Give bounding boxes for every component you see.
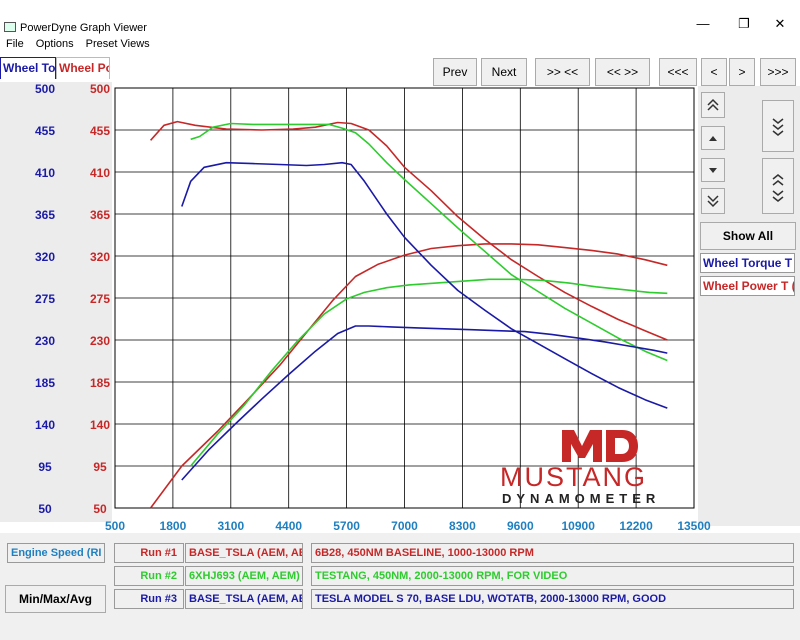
power-tick-label: 320: [90, 250, 110, 264]
power-tick-label: 50: [93, 502, 107, 516]
logo-dynamometer: DYNAMOMETER: [502, 491, 661, 506]
series-line-5: [181, 161, 668, 409]
run-label: Run #2: [114, 566, 184, 586]
up-icon[interactable]: [701, 126, 725, 150]
axis-panel-left: [0, 82, 112, 522]
jump-left-button[interactable]: << >>: [595, 58, 650, 86]
power-tick-label: 410: [90, 166, 110, 180]
run-id[interactable]: 6XHJ693 (AEM, AEM): [185, 566, 303, 586]
x-tick-label: 10900: [562, 519, 596, 533]
tab-wheel-torque[interactable]: Wheel To: [0, 57, 56, 79]
x-tick-label: 5700: [333, 519, 360, 533]
step-left-button[interactable]: <: [701, 58, 727, 86]
legend-wheel-power[interactable]: Wheel Power T (: [700, 276, 795, 296]
first-button[interactable]: <<<: [659, 58, 697, 86]
x-tick-label: 8300: [449, 519, 476, 533]
power-tick-label: 140: [90, 418, 110, 432]
torque-tick-label: 455: [35, 124, 55, 138]
x-tick-label: 500: [105, 519, 125, 533]
torque-tick-label: 410: [35, 166, 55, 180]
x-tick-label: 9600: [507, 519, 534, 533]
mustang-logo-icon: [562, 430, 638, 462]
series-line-3: [190, 122, 668, 362]
menu-options[interactable]: Options: [35, 38, 74, 50]
run-label: Run #1: [114, 543, 184, 563]
power-tick-label: 95: [93, 460, 107, 474]
restore-button[interactable]: ❐: [738, 16, 750, 31]
tab-wheel-power[interactable]: Wheel Po: [56, 57, 110, 79]
x-tick-label: 3100: [217, 519, 244, 533]
x-tick-label: 7000: [391, 519, 418, 533]
zoom-out-icon[interactable]: [762, 158, 794, 214]
logo-mustang: MUSTANG: [500, 462, 647, 492]
torque-tick-label: 500: [35, 82, 55, 96]
menu-bar: File Options Preset Views: [0, 38, 800, 54]
run-id[interactable]: BASE_TSLA (AEM, AEI: [185, 543, 303, 563]
power-tick-label: 230: [90, 334, 110, 348]
series-line-1: [150, 120, 668, 341]
close-button[interactable]: ✕: [774, 16, 786, 31]
menu-file[interactable]: File: [6, 38, 24, 50]
x-tick-label: 1800: [160, 519, 187, 533]
run-label: Run #3: [114, 589, 184, 609]
menu-preset-views[interactable]: Preset Views: [85, 38, 150, 50]
run-description[interactable]: 6B28, 450NM BASELINE, 1000-13000 RPM: [311, 543, 794, 563]
minimize-button[interactable]: —: [696, 16, 710, 31]
side-panel-right: Show All: [698, 86, 800, 526]
x-tick-label: 12200: [619, 519, 653, 533]
window-title: PowerDyne Graph Viewer: [20, 22, 147, 34]
min-max-avg-button[interactable]: Min/Max/Avg: [5, 585, 106, 613]
prev-button[interactable]: Prev: [433, 58, 477, 86]
x-axis-selector[interactable]: Engine Speed (RI: [7, 543, 105, 563]
power-tick-label: 500: [90, 82, 110, 96]
power-tick-label: 185: [90, 376, 110, 390]
run-description[interactable]: TESLA MODEL S 70, BASE LDU, WOTATB, 2000…: [311, 589, 794, 609]
x-tick-label: 13500: [677, 519, 711, 533]
title-bar: PowerDyne Graph Viewer — ❐ ✕: [0, 0, 800, 34]
torque-tick-label: 365: [35, 208, 55, 222]
app-icon: [4, 22, 16, 32]
torque-tick-label: 320: [35, 250, 55, 264]
series-line-6: [181, 325, 668, 481]
series-line-4: [190, 278, 668, 467]
run-id[interactable]: BASE_TSLA (AEM, AEI: [185, 589, 303, 609]
power-tick-label: 275: [90, 292, 110, 306]
torque-tick-label: 95: [38, 460, 52, 474]
step-right-button[interactable]: >: [729, 58, 755, 86]
x-tick-label: 4400: [275, 519, 302, 533]
zoom-in-icon[interactable]: [762, 100, 794, 152]
torque-tick-label: 230: [35, 334, 55, 348]
legend-wheel-torque[interactable]: Wheel Torque T: [700, 253, 795, 273]
double-down-icon[interactable]: [701, 188, 725, 214]
double-up-icon[interactable]: [701, 92, 725, 118]
torque-tick-label: 275: [35, 292, 55, 306]
torque-tick-label: 140: [35, 418, 55, 432]
next-button[interactable]: Next: [481, 58, 527, 86]
show-all-button[interactable]: Show All: [700, 222, 796, 250]
torque-tick-label: 50: [38, 502, 52, 516]
torque-tick-label: 185: [35, 376, 55, 390]
down-icon[interactable]: [701, 158, 725, 182]
run-description[interactable]: TESTANG, 450NM, 2000-13000 RPM, FOR VIDE…: [311, 566, 794, 586]
jump-right-button[interactable]: >> <<: [535, 58, 590, 86]
last-button[interactable]: >>>: [760, 58, 796, 86]
power-tick-label: 365: [90, 208, 110, 222]
power-tick-label: 455: [90, 124, 110, 138]
